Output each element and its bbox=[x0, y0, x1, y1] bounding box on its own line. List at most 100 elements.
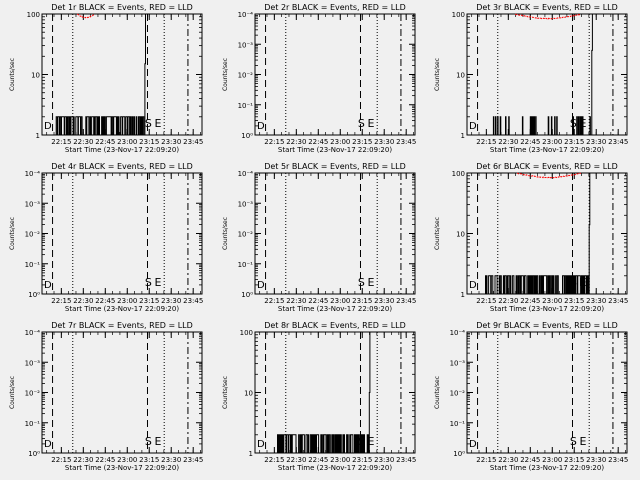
detector-panel-9: Det 9r BLACK = Events, RED = LLD 10⁰ 10⁻¹ 1… bbox=[434, 321, 628, 472]
y-tick-label: 10⁻¹ bbox=[238, 261, 254, 269]
x-tick-label: 23:30 bbox=[374, 138, 394, 146]
x-axis-label: Start Time (23-Nov-17 22:09:20) bbox=[65, 305, 179, 313]
x-tick-label: 22:30 bbox=[498, 456, 518, 464]
plot-frame bbox=[41, 172, 203, 295]
x-tick-label: 23:00 bbox=[542, 297, 562, 305]
marker-e: E bbox=[580, 435, 587, 448]
x-tick-label: 22:30 bbox=[73, 456, 93, 464]
marker-d: D bbox=[44, 439, 52, 450]
x-tick-label: 23:00 bbox=[542, 456, 562, 464]
marker-s: S bbox=[358, 117, 365, 130]
y-tick-label: 10⁻² bbox=[238, 231, 254, 239]
y-tick-label: 10⁻² bbox=[450, 390, 466, 398]
marker-d: D bbox=[257, 121, 265, 132]
x-tick-label: 23:30 bbox=[586, 456, 606, 464]
x-tick-label: 22:15 bbox=[264, 297, 284, 305]
y-tick-label: 10⁰ bbox=[453, 450, 465, 458]
x-tick-label: 23:15 bbox=[564, 297, 584, 305]
y-tick-label: 10⁻² bbox=[25, 231, 41, 239]
x-tick-label: 23:30 bbox=[374, 297, 394, 305]
y-tick-label: 10⁻¹ bbox=[25, 420, 41, 428]
panel-title: Det 6r BLACK = Events, RED = LLD bbox=[476, 162, 618, 171]
x-tick-label: 23:45 bbox=[183, 297, 203, 305]
y-axis-label: Counts/sec bbox=[434, 376, 441, 409]
lld-series-line bbox=[76, 13, 95, 19]
detector-panel-8: Det 8r BLACK = Events, RED = LLD 1 10 100 Co… bbox=[222, 321, 416, 472]
marker-e: E bbox=[155, 276, 162, 289]
y-tick-label: 10⁰ bbox=[28, 450, 40, 458]
y-tick-label: 10⁰ bbox=[28, 291, 40, 299]
y-tick-label: 10⁰ bbox=[241, 291, 253, 299]
x-tick-label: 22:45 bbox=[95, 456, 115, 464]
y-tick-label: 10⁻² bbox=[238, 72, 254, 80]
x-tick-label: 23:30 bbox=[374, 456, 394, 464]
plot-frame bbox=[254, 172, 416, 295]
x-axis-label: Start Time (23-Nov-17 22:09:20) bbox=[490, 305, 604, 313]
x-tick-label: 22:45 bbox=[308, 297, 328, 305]
x-tick-label: 22:45 bbox=[520, 456, 540, 464]
y-tick-label: 10⁻³ bbox=[25, 200, 41, 208]
x-tick-label: 23:15 bbox=[564, 456, 584, 464]
y-tick-label: 100 bbox=[240, 329, 253, 337]
y-tick-label: 10 bbox=[31, 72, 40, 80]
lld-series-line bbox=[517, 172, 582, 179]
marker-e: E bbox=[368, 435, 375, 448]
panel-title: Det 8r BLACK = Events, RED = LLD bbox=[264, 321, 406, 330]
detector-panel-3: Det 3r BLACK = Events, RED = LLD 1 10 100 Co… bbox=[434, 3, 628, 154]
x-tick-label: 23:45 bbox=[608, 138, 628, 146]
x-tick-label: 23:30 bbox=[161, 138, 181, 146]
x-tick-label: 23:30 bbox=[586, 138, 606, 146]
x-tick-label: 22:30 bbox=[498, 297, 518, 305]
x-tick-label: 22:30 bbox=[286, 138, 306, 146]
x-tick-label: 23:45 bbox=[396, 138, 416, 146]
lld-series-line bbox=[515, 13, 581, 20]
marker-e: E bbox=[368, 276, 375, 289]
detector-panel-2: Det 2r BLACK = Events, RED = LLD 10⁰ 10⁻¹ 1… bbox=[222, 3, 416, 154]
y-tick-label: 1 bbox=[36, 132, 40, 140]
y-tick-label: 10⁻⁴ bbox=[450, 329, 466, 337]
y-tick-label: 10⁻¹ bbox=[238, 102, 254, 110]
marker-d: D bbox=[44, 121, 52, 132]
x-tick-label: 22:30 bbox=[498, 138, 518, 146]
x-tick-label: 22:15 bbox=[51, 138, 71, 146]
x-tick-label: 22:30 bbox=[73, 297, 93, 305]
y-axis-label: Counts/sec bbox=[9, 58, 16, 91]
x-tick-label: 22:45 bbox=[308, 456, 328, 464]
x-axis-label: Start Time (23-Nov-17 22:09:20) bbox=[65, 146, 179, 154]
marker-d: D bbox=[469, 121, 477, 132]
marker-s: S bbox=[145, 435, 152, 448]
events-series-line bbox=[485, 173, 591, 295]
x-tick-label: 23:15 bbox=[139, 297, 159, 305]
x-tick-label: 23:30 bbox=[586, 297, 606, 305]
panel-title: Det 5r BLACK = Events, RED = LLD bbox=[264, 162, 406, 171]
x-axis-label: Start Time (23-Nov-17 22:09:20) bbox=[490, 464, 604, 472]
x-tick-label: 23:00 bbox=[117, 297, 137, 305]
y-tick-label: 10⁻² bbox=[25, 390, 41, 398]
y-tick-label: 1 bbox=[461, 291, 465, 299]
detector-panel-6: Det 6r BLACK = Events, RED = LLD 1 10 100 Co… bbox=[434, 162, 628, 313]
x-tick-label: 22:45 bbox=[95, 138, 115, 146]
marker-d: D bbox=[257, 439, 265, 450]
x-tick-label: 22:45 bbox=[308, 138, 328, 146]
x-tick-label: 22:15 bbox=[264, 456, 284, 464]
y-tick-label: 10⁻⁴ bbox=[25, 170, 41, 178]
x-tick-label: 23:00 bbox=[330, 456, 350, 464]
detector-panel-5: Det 5r BLACK = Events, RED = LLD 10⁰ 10⁻¹ 1… bbox=[222, 162, 416, 313]
marker-d: D bbox=[469, 280, 477, 291]
y-tick-label: 10⁻¹ bbox=[25, 261, 41, 269]
detector-panel-7: Det 7r BLACK = Events, RED = LLD 10⁰ 10⁻¹ 1… bbox=[9, 321, 203, 472]
y-tick-label: 100 bbox=[452, 170, 465, 178]
x-tick-label: 22:15 bbox=[51, 297, 71, 305]
y-tick-label: 10⁻⁴ bbox=[238, 170, 254, 178]
events-series-line bbox=[277, 332, 371, 454]
x-tick-label: 22:15 bbox=[476, 456, 496, 464]
y-axis-label: Counts/sec bbox=[434, 217, 441, 250]
events-series-line bbox=[490, 14, 593, 136]
events-series-line bbox=[55, 14, 146, 136]
y-axis-label: Counts/sec bbox=[9, 376, 16, 409]
marker-d: D bbox=[257, 280, 265, 291]
y-tick-label: 10⁻⁴ bbox=[238, 11, 254, 19]
x-tick-label: 23:45 bbox=[183, 138, 203, 146]
y-tick-label: 10⁻⁴ bbox=[25, 329, 41, 337]
x-tick-label: 22:30 bbox=[286, 456, 306, 464]
